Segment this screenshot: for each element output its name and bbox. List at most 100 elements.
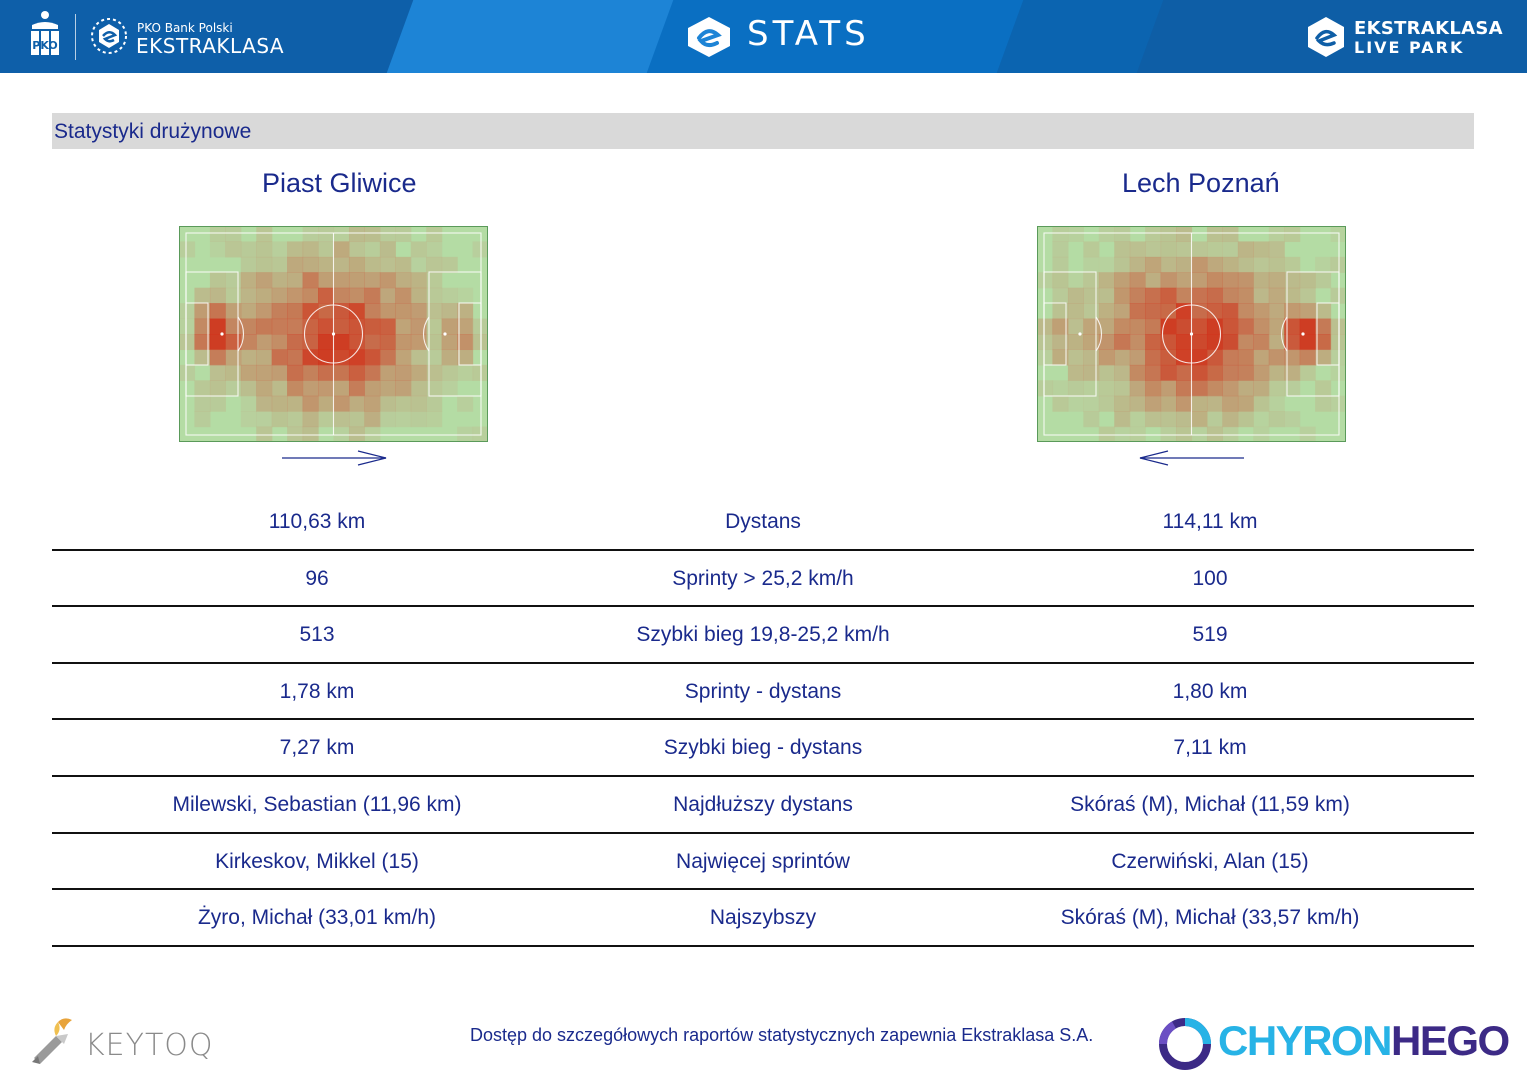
stat-row-distance: 110,63 km Dystans 114,11 km xyxy=(52,494,1474,551)
heat-cell xyxy=(1222,364,1239,381)
heat-cell xyxy=(1191,272,1208,289)
heat-cell xyxy=(240,241,257,258)
heat-cell xyxy=(271,395,288,412)
heat-cell xyxy=(457,349,474,366)
heat-cell xyxy=(1206,380,1223,397)
home-heatmap xyxy=(179,226,488,442)
heat-cell xyxy=(1160,241,1177,258)
heat-cell xyxy=(1330,364,1346,381)
heat-cell xyxy=(1052,349,1069,366)
heat-cell xyxy=(364,318,381,335)
heat-cell xyxy=(441,287,458,304)
away-value: 519 xyxy=(1192,623,1228,647)
heat-cell xyxy=(395,411,412,428)
heat-cell xyxy=(426,380,443,397)
stat-row-most-sprints: Kirkeskov, Mikkel (15) Najwięcej sprintó… xyxy=(52,834,1474,891)
heat-cell xyxy=(1284,318,1301,335)
heat-cell xyxy=(1160,411,1177,428)
heat-cell xyxy=(441,334,458,351)
heat-cell xyxy=(1206,226,1223,243)
heat-cell xyxy=(225,303,242,320)
heat-cell xyxy=(287,318,304,335)
heat-cell xyxy=(1315,395,1332,412)
stat-row-longest-distance: Milewski, Sebastian (11,96 km) Najdłuższ… xyxy=(52,777,1474,834)
heat-cell xyxy=(1315,256,1332,273)
heat-cell xyxy=(426,334,443,351)
heat-cell xyxy=(1067,287,1084,304)
heat-cell xyxy=(1098,256,1115,273)
heat-cell xyxy=(1253,364,1270,381)
heat-cell xyxy=(287,395,304,412)
heat-cell xyxy=(1129,287,1146,304)
heat-cell xyxy=(1237,241,1254,258)
heat-cell xyxy=(271,411,288,428)
away-value: 114,11 km xyxy=(1162,510,1258,533)
heat-cell xyxy=(1129,241,1146,258)
pko-logo-icon: PKO xyxy=(31,11,59,55)
heat-cell xyxy=(1098,318,1115,335)
heat-cell xyxy=(1067,334,1084,351)
heat-cell xyxy=(1098,395,1115,412)
heat-cell xyxy=(1052,241,1069,258)
heat-cell xyxy=(209,395,226,412)
heat-cell xyxy=(1253,287,1270,304)
heat-cell xyxy=(1206,334,1223,351)
heat-cell xyxy=(1083,318,1100,335)
heat-cell xyxy=(348,226,365,243)
heat-cell xyxy=(457,318,474,335)
heat-cell xyxy=(1052,334,1069,351)
heat-cell xyxy=(271,287,288,304)
heat-cell xyxy=(1253,380,1270,397)
heat-cell xyxy=(348,287,365,304)
heat-cell xyxy=(333,411,350,428)
heat-cell xyxy=(256,349,273,366)
heat-cell xyxy=(318,318,335,335)
heat-cell xyxy=(1145,241,1162,258)
heat-cell xyxy=(472,318,488,335)
heat-cell xyxy=(256,334,273,351)
heat-cell xyxy=(457,395,474,412)
ekstraklasa-label: EKSTRAKLASA xyxy=(136,34,285,58)
heat-cell xyxy=(1206,272,1223,289)
heat-cell xyxy=(287,426,304,442)
heat-cell xyxy=(1037,318,1054,335)
heat-cell xyxy=(1237,272,1254,289)
heat-cell xyxy=(287,334,304,351)
heat-cell xyxy=(1330,256,1346,273)
heat-cell xyxy=(441,349,458,366)
heat-cell xyxy=(1268,380,1285,397)
heat-cell xyxy=(1145,411,1162,428)
heat-cell xyxy=(1052,226,1069,243)
home-value: 7,27 km xyxy=(279,736,355,760)
heat-cell xyxy=(1160,256,1177,273)
heat-cell xyxy=(1083,349,1100,366)
heat-cell xyxy=(1206,395,1223,412)
heat-cell xyxy=(287,256,304,273)
heat-cell xyxy=(256,241,273,258)
heat-cell xyxy=(1222,256,1239,273)
heat-cell xyxy=(1253,395,1270,412)
heat-cell xyxy=(1206,303,1223,320)
heat-cell xyxy=(1206,287,1223,304)
logo-separator xyxy=(75,14,76,60)
heat-cell xyxy=(318,395,335,412)
stat-row-sprint-distance: 1,78 km Sprinty - dystans 1,80 km xyxy=(52,664,1474,721)
heat-cell xyxy=(1052,287,1069,304)
heat-cell xyxy=(1268,395,1285,412)
heat-cell xyxy=(1160,364,1177,381)
heat-cell xyxy=(287,287,304,304)
heat-cell xyxy=(256,426,273,442)
heat-cell xyxy=(410,272,427,289)
heat-cell xyxy=(1237,380,1254,397)
heat-cell xyxy=(1191,411,1208,428)
heat-cell xyxy=(457,364,474,381)
heat-cell xyxy=(1237,287,1254,304)
heat-cell xyxy=(1037,380,1054,397)
heat-cell xyxy=(379,256,396,273)
heat-cell xyxy=(1067,272,1084,289)
heat-cell xyxy=(1129,318,1146,335)
heat-cell xyxy=(209,226,226,243)
away-value: Skóraś (M), Michał (33,57 km/h) xyxy=(1060,906,1360,930)
heat-cell xyxy=(318,411,335,428)
heat-cell xyxy=(348,334,365,351)
